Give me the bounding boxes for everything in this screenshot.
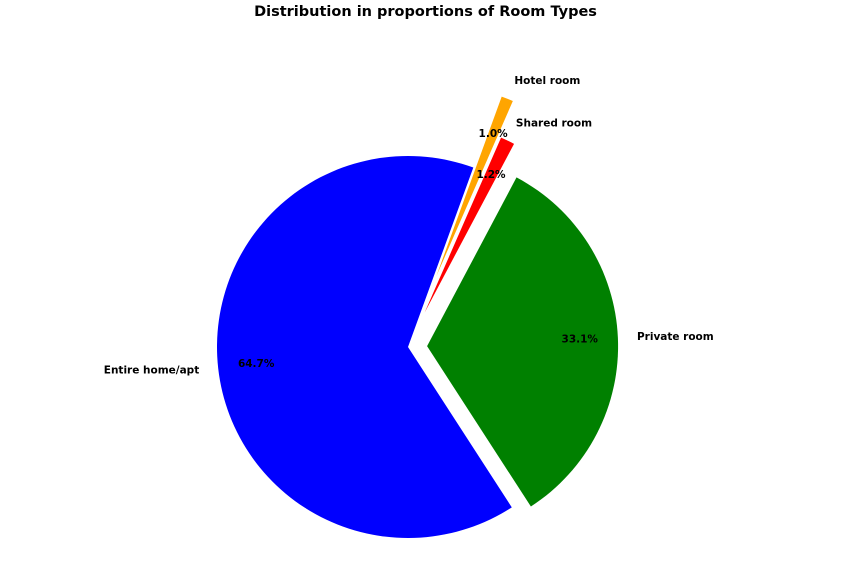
- pie-slice-shared-room: [424, 137, 515, 313]
- pct-label-shared-room: 1.2%: [476, 169, 506, 181]
- chart-title: Distribution in proportions of Room Type…: [254, 4, 597, 20]
- pie-labels: Entire home/apt 64.7% Private room 33.1% Sha…: [104, 75, 714, 377]
- pct-label-hotel-room: 1.0%: [479, 128, 509, 140]
- pie-slices: [217, 96, 619, 538]
- pie-slice-private-room: [427, 177, 619, 507]
- pie-slice-hotel-room: [436, 96, 513, 277]
- slice-label-entire-home-apt: Entire home/apt: [104, 365, 199, 377]
- pie-slice-entire-home-apt: [217, 156, 512, 538]
- slice-label-hotel-room: Hotel room: [514, 75, 580, 87]
- slice-label-shared-room: Shared room: [516, 117, 592, 129]
- pct-label-private-room: 33.1%: [562, 334, 599, 346]
- pct-label-entire-home-apt: 64.7%: [238, 358, 275, 370]
- slice-label-private-room: Private room: [637, 331, 714, 343]
